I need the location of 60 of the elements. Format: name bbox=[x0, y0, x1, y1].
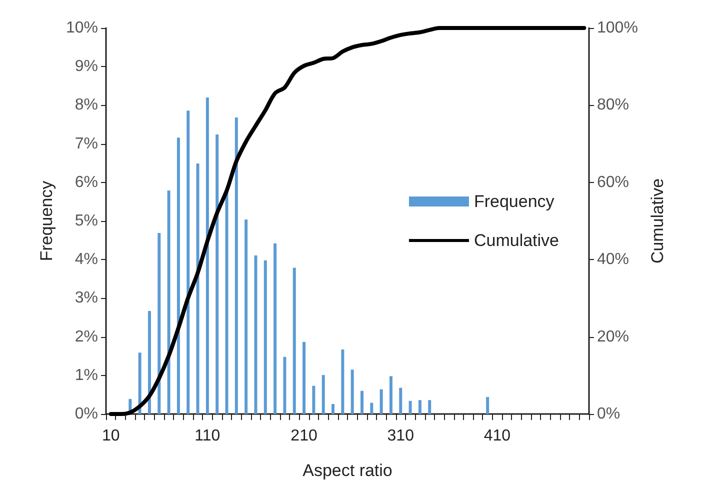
bar bbox=[486, 397, 490, 414]
y2-axis-title: Cumulative bbox=[648, 178, 667, 264]
y2-tick-label: 20% bbox=[597, 328, 630, 346]
bar bbox=[312, 386, 316, 414]
bar bbox=[350, 370, 354, 414]
bar bbox=[244, 219, 248, 414]
bar bbox=[408, 400, 412, 414]
bar bbox=[302, 342, 306, 414]
line-series bbox=[108, 26, 586, 416]
x-tick-label: 410 bbox=[484, 428, 511, 444]
bar bbox=[148, 310, 151, 414]
y-tick-label: 6% bbox=[74, 174, 98, 191]
x-tick-label: 110 bbox=[194, 428, 220, 444]
bar bbox=[341, 350, 344, 414]
bar bbox=[254, 255, 258, 414]
bar bbox=[370, 402, 374, 414]
bar bbox=[283, 356, 286, 414]
bar bbox=[399, 388, 402, 414]
bar bbox=[418, 400, 422, 414]
bar bbox=[292, 268, 296, 414]
y-tick-label: 10% bbox=[66, 20, 98, 36]
y2-tick-label: 80% bbox=[597, 96, 630, 114]
bar bbox=[360, 390, 364, 414]
bar bbox=[274, 243, 277, 414]
bar bbox=[332, 404, 335, 414]
y2-tick-label: 0% bbox=[597, 406, 620, 422]
x-tick-label: 10 bbox=[102, 428, 120, 444]
y-tick-label: 2% bbox=[74, 328, 98, 346]
y-tick-label: 9% bbox=[74, 58, 98, 76]
y-axis-title: Frequency bbox=[37, 180, 56, 262]
bar bbox=[196, 163, 200, 414]
bar bbox=[158, 232, 161, 414]
bar bbox=[389, 376, 392, 414]
y-tick-label: 8% bbox=[74, 96, 98, 114]
x-axis-title: Aspect ratio bbox=[302, 461, 392, 480]
bar bbox=[138, 352, 142, 414]
bar bbox=[380, 389, 383, 414]
bar bbox=[186, 110, 190, 414]
bar bbox=[428, 400, 432, 414]
y-tick-label: 1% bbox=[74, 366, 98, 384]
y-tick-label: 7% bbox=[74, 135, 98, 152]
bar bbox=[322, 375, 325, 414]
x-tick-label: 210 bbox=[290, 428, 318, 444]
bar bbox=[234, 118, 238, 414]
y2-tick-label: 60% bbox=[597, 174, 630, 191]
y2-tick-label: 100% bbox=[597, 20, 638, 36]
x-tick-label: 310 bbox=[387, 428, 414, 444]
y-tick-label: 0% bbox=[74, 406, 98, 422]
legend-label: Cumulative bbox=[474, 231, 560, 250]
bar bbox=[167, 190, 170, 414]
bar bbox=[176, 138, 180, 414]
bar bbox=[225, 190, 228, 414]
y-tick-label: 5% bbox=[74, 212, 98, 230]
bar bbox=[264, 260, 267, 414]
y-tick-label: 3% bbox=[74, 290, 98, 307]
bar bbox=[206, 97, 209, 414]
legend-label: Frequency bbox=[474, 192, 555, 211]
bar bbox=[216, 134, 219, 414]
y2-tick-label: 40% bbox=[597, 251, 630, 268]
y-tick-label: 4% bbox=[74, 251, 98, 268]
